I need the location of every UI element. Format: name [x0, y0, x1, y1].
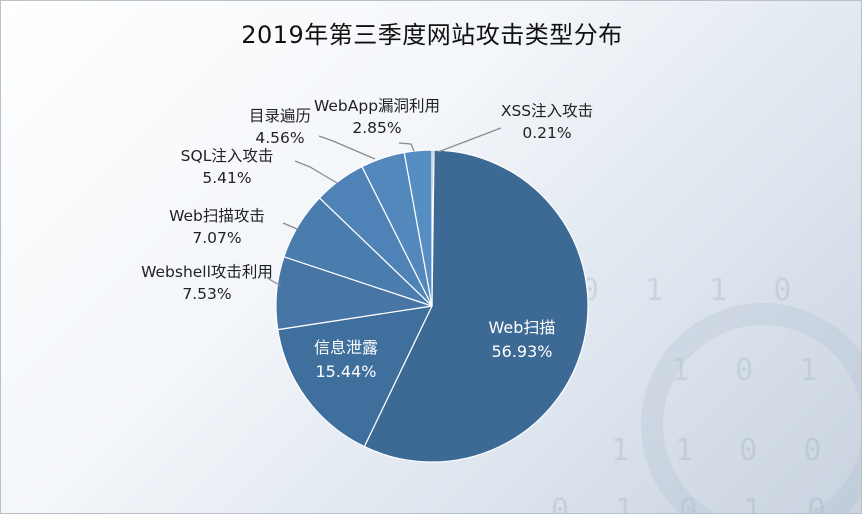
- slice-label-value-7: 2.85%: [352, 119, 401, 137]
- leader-line-0: [437, 127, 502, 153]
- slice-label-value-2: 15.44%: [315, 362, 376, 381]
- data-labels: XSS注入攻击 0.21% Web扫描 56.93% 信息泄露 15.44% Webshel…: [141, 97, 593, 381]
- pie-slice-7: [403, 149, 433, 307]
- leader-line-3: [268, 278, 282, 287]
- slice-label-name-0: XSS注入攻击: [501, 102, 593, 120]
- slice-label-name-1: Web扫描: [489, 318, 556, 337]
- slice-label-value-1: 56.93%: [491, 342, 552, 361]
- pie-slice-1: [363, 149, 589, 463]
- pie-slices: [275, 149, 589, 463]
- slice-label-value-0: 0.21%: [522, 124, 571, 142]
- leader-line-6: [318, 135, 376, 160]
- slice-label-name-3: Webshell攻击利用: [141, 263, 273, 281]
- leader-line-7: [398, 142, 415, 152]
- slice-label-name-4: Web扫描攻击: [169, 207, 265, 225]
- chart-title: 2019年第三季度网站攻击类型分布: [241, 21, 623, 49]
- slice-label-name-2: 信息泄露: [314, 338, 378, 357]
- slice-label-value-4: 7.07%: [192, 229, 241, 247]
- leader-line-4: [282, 222, 298, 230]
- slice-label-name-7: WebApp漏洞利用: [314, 97, 440, 115]
- pie-slice-2: [277, 305, 434, 448]
- background-decoration: 0 1 1 0 1 0 1 1 1 0 0 1 0 1 0 1 0: [521, 243, 861, 513]
- slice-label-name-6: 目录遍历: [249, 107, 311, 125]
- slice-label-value-3: 7.53%: [182, 285, 231, 303]
- slice-label-value-5: 5.41%: [202, 169, 251, 187]
- slice-label-value-6: 4.56%: [255, 129, 304, 147]
- leader-lines: [268, 127, 502, 287]
- slice-label-name-5: SQL注入攻击: [181, 147, 274, 165]
- leader-line-5: [294, 160, 338, 184]
